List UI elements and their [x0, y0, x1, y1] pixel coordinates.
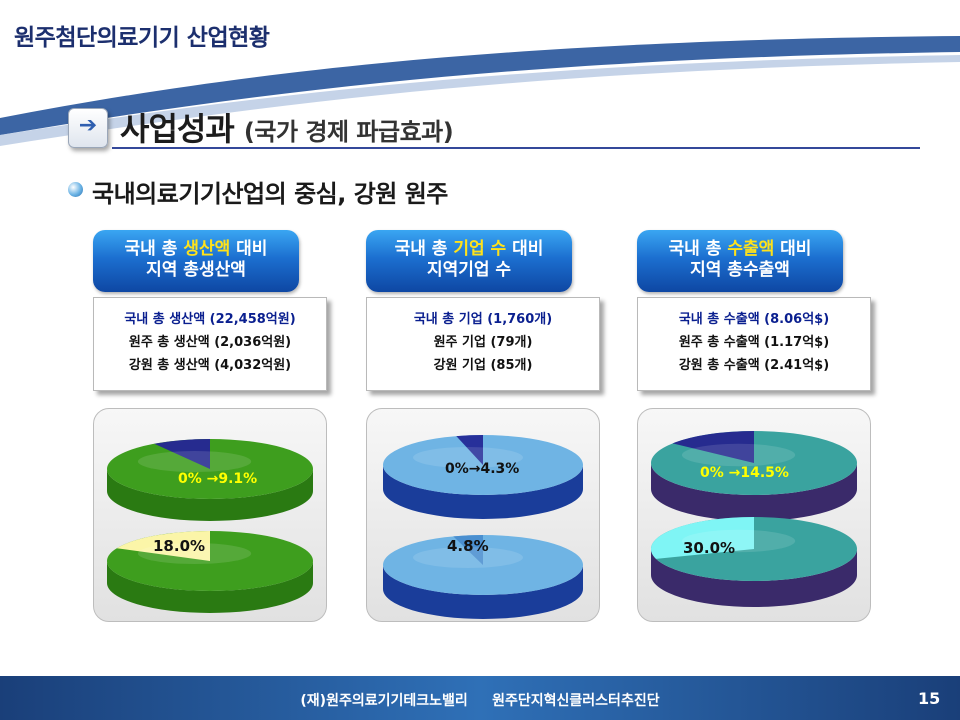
header-pre: 국내 총 — [124, 239, 184, 259]
header-post: 대비 — [230, 239, 268, 259]
info-line-wonju: 원주 총 생산액 (2,036억원) — [128, 335, 292, 350]
pie-top-sheen — [137, 451, 252, 472]
header-swoosh — [0, 36, 960, 146]
section-subtitle: (국가 경제 파급효과) — [243, 118, 454, 146]
pie-top-share-slice — [672, 431, 754, 463]
header-line2: 지역 총수출액 — [690, 260, 790, 280]
pie-top — [383, 435, 583, 519]
pie-bottom-sheen — [137, 543, 252, 564]
header-line2: 지역 총생산액 — [146, 260, 246, 280]
pie-bottom-side — [651, 549, 857, 607]
pie-bottom-sheen — [413, 547, 523, 568]
pie-bottom — [107, 531, 313, 613]
info-line-wonju: 원주 기업 (79개) — [433, 335, 533, 350]
info-line-national: 국내 총 기업 (1,760개) — [413, 312, 553, 327]
panel-header-companies: 국내 총 기업 수 대비 지역기업 수 — [366, 230, 572, 292]
info-line-national: 국내 총 수출액 (8.06억$) — [678, 312, 830, 327]
pie-chart-companies — [383, 435, 583, 619]
pie-bottom-side — [383, 565, 583, 619]
pie-bottom-side — [107, 561, 313, 613]
header-highlight: 기업 수 — [453, 239, 507, 259]
pie-label-gangwon: 30.0% — [683, 539, 736, 557]
panel-header-exports: 국내 총 수출액 대비 지역 총수출액 — [637, 230, 843, 292]
pie-label-gangwon: 4.8% — [447, 537, 489, 555]
info-box-exports: 국내 총 수출액 (8.06억$) 원주 총 수출액 (1.17억$) 강원 총… — [637, 297, 871, 391]
header-highlight: 수출액 — [727, 239, 775, 259]
pie-top — [107, 439, 313, 521]
pie-top-side — [651, 463, 857, 521]
section-arrow-icon: ➔ — [68, 108, 108, 148]
info-line-gangwon: 강원 기업 (85개) — [433, 358, 533, 373]
info-line-wonju: 원주 총 수출액 (1.17억$) — [678, 335, 830, 350]
pie-chart-exports — [651, 431, 857, 607]
pie-top-share-slice — [456, 435, 483, 465]
chart-box-companies: 0%→4.3% 4.8% — [366, 408, 600, 622]
header-post: 대비 — [774, 239, 812, 259]
page-number: 15 — [918, 689, 941, 708]
pie-top-sheen — [681, 443, 796, 467]
bullet-text: 국내의료기기산업의 중심, 강원 원주 — [92, 180, 448, 208]
footer-org-valley: (재)원주의료기기테크노밸리 — [300, 693, 468, 709]
pie-top — [651, 431, 857, 521]
slide-title: 원주첨단의료기기 산업현황 — [14, 25, 270, 51]
info-box-companies: 국내 총 기업 (1,760개) 원주 기업 (79개) 강원 기업 (85개) — [366, 297, 600, 391]
header-highlight: 생산액 — [183, 239, 231, 259]
footer-org-cluster: 원주단지혁신클러스터추진단 — [492, 693, 660, 709]
pie-bottom-share-slice — [116, 531, 210, 561]
pie-top-share-slice — [154, 439, 210, 469]
section-heading: 사업성과 (국가 경제 파급효과) — [120, 104, 454, 150]
pie-label-wonju: 0% →14.5% — [700, 465, 789, 481]
pie-bottom — [651, 517, 857, 607]
pie-top-side — [107, 469, 313, 521]
pie-label-gangwon: 18.0% — [153, 537, 206, 555]
section-title: 사업성과 — [120, 110, 235, 148]
pie-top-sheen — [413, 447, 523, 468]
pie-label-wonju: 0% →9.1% — [178, 471, 258, 487]
footer-text: (재)원주의료기기테크노밸리 원주단지혁신클러스터추진단 — [0, 690, 960, 710]
pie-bottom-sheen — [681, 529, 796, 553]
header-line2: 지역기업 수 — [426, 260, 512, 280]
title-underline — [112, 147, 920, 149]
info-line-national: 국내 총 생산액 (22,458억원) — [124, 312, 296, 327]
pie-bottom — [383, 535, 583, 619]
pie-bottom-share-slice — [453, 535, 483, 565]
chart-box-exports: 0% →14.5% 30.0% — [637, 408, 871, 622]
pie-top-side — [383, 465, 583, 519]
pie-chart-production — [107, 439, 313, 613]
header-pre: 국내 총 — [394, 239, 454, 259]
info-line-gangwon: 강원 총 수출액 (2.41억$) — [678, 358, 830, 373]
header-pre: 국내 총 — [668, 239, 728, 259]
panel-header-production: 국내 총 생산액 대비 지역 총생산액 — [93, 230, 299, 292]
chart-box-production: 0% →9.1% 18.0% — [93, 408, 327, 622]
footer-bar — [0, 676, 960, 720]
info-line-gangwon: 강원 총 생산액 (4,032억원) — [128, 358, 292, 373]
pie-label-wonju: 0%→4.3% — [445, 461, 520, 477]
header-post: 대비 — [506, 239, 544, 259]
bullet-icon — [68, 182, 83, 197]
info-box-production: 국내 총 생산액 (22,458억원) 원주 총 생산액 (2,036억원) 강… — [93, 297, 327, 391]
pie-bottom-share-slice — [651, 517, 754, 559]
